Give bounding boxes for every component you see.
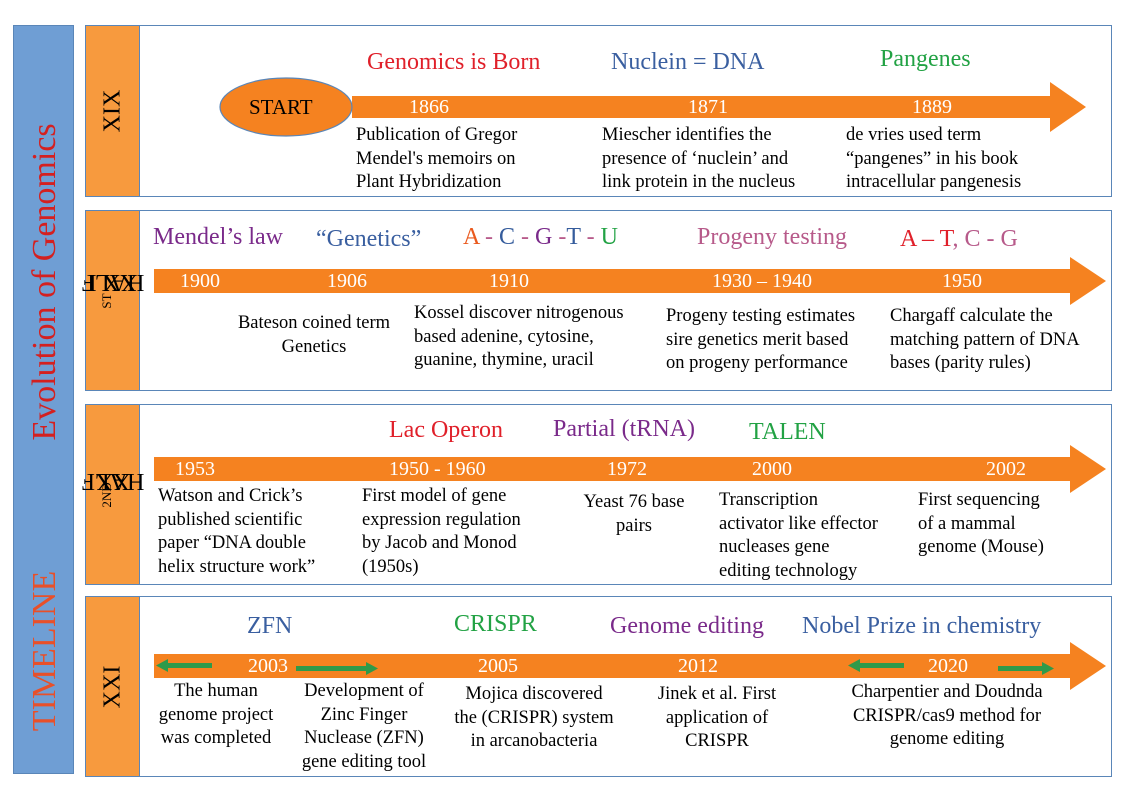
start-label: START bbox=[249, 95, 313, 119]
head-genome-editing: Genome editing bbox=[610, 613, 764, 639]
year-2003: 2003 bbox=[248, 655, 288, 677]
arrow-shape bbox=[154, 445, 1106, 493]
green-arrow-left-2020 bbox=[848, 659, 904, 672]
green-arrow-left-2003 bbox=[156, 659, 212, 672]
desc-jinek: Jinek et al. First application of CRISPR bbox=[657, 684, 777, 751]
row-label-xx-first-half: XX I ST HALF bbox=[82, 211, 144, 390]
year-1871: 1871 bbox=[688, 96, 728, 118]
year-1950: 1950 bbox=[942, 270, 982, 292]
head-nobel-prize: Nobel Prize in chemistry bbox=[802, 613, 1042, 639]
head-zfn: ZFN bbox=[247, 613, 293, 639]
year-2005: 2005 bbox=[478, 655, 518, 677]
row-xxi: XXI ZFN CRISPR Genome editing Nobel Priz… bbox=[85, 596, 1112, 777]
row-label-xix: XIX bbox=[86, 26, 140, 196]
head-lac-operon: Lac Operon bbox=[389, 417, 503, 443]
desc-zfn-tool: Development of Zinc Finger Nuclease (ZFN) g… bbox=[301, 681, 427, 772]
timeline-arrow-xx-second-half bbox=[154, 445, 1106, 493]
arrow-shape bbox=[352, 82, 1086, 132]
head-talen: TALEN bbox=[749, 419, 826, 445]
year-2012: 2012 bbox=[678, 655, 718, 677]
head-crispr: CRISPR bbox=[454, 611, 537, 637]
head-genetics: “Genetics” bbox=[316, 226, 422, 252]
year-1953: 1953 bbox=[175, 458, 215, 480]
sidebar: TIMELINE Evolution of Genomics bbox=[13, 25, 74, 774]
row-xx-second-half: XX 2ND HALF Lac Operon Partial (tRNA) TA… bbox=[82, 404, 1112, 585]
desc-mojica: Mojica discovered the (CRISPR) system in a… bbox=[454, 684, 614, 751]
evolution-title: Evolution of Genomics bbox=[26, 123, 63, 441]
row-xx-first-half: XX I ST HALF Mendel’s law “Genetics” A - … bbox=[82, 210, 1112, 391]
desc-yeast: Yeast 76 base pairs bbox=[583, 492, 685, 536]
year-1950-1960: 1950 - 1960 bbox=[389, 458, 486, 480]
timeline-arrow-xx-first-half bbox=[154, 257, 1106, 305]
year-1906: 1906 bbox=[327, 270, 367, 292]
desc-devries: de vries used term “pangenes” in his book… bbox=[846, 125, 1022, 192]
green-arrow-right-2020 bbox=[998, 662, 1054, 675]
head-mendels-law: Mendel’s law bbox=[153, 224, 283, 250]
desc-kossel: Kossel discover nitrogenous based adenine… bbox=[414, 303, 624, 370]
head-partial-trna: Partial (tRNA) bbox=[553, 416, 695, 442]
year-2020: 2020 bbox=[928, 655, 968, 677]
desc-progeny-testing: Progeny testing estimates sire genetics m… bbox=[666, 306, 856, 373]
green-arrow-right-2003 bbox=[296, 662, 378, 675]
year-1866: 1866 bbox=[409, 96, 449, 118]
desc-charpentier: Charpentier and Doudnda CRISPR/cas9 metho… bbox=[851, 682, 1043, 749]
year-2002: 2002 bbox=[986, 458, 1026, 480]
head-bases-acgtu: A - C - G -T - U bbox=[463, 224, 618, 250]
desc-mendel-memoirs: Publication of Gregor Mendel's memoirs on… bbox=[356, 125, 518, 192]
desc-chargaff: Chargaff calculate the matching pattern o… bbox=[890, 306, 1080, 373]
desc-human-genome: The human genome project was completed bbox=[158, 681, 274, 748]
head-progeny-testing: Progeny testing bbox=[697, 224, 847, 250]
start-ellipse bbox=[219, 77, 353, 137]
desc-watson-crick: Watson and Crick’s published scientific pa… bbox=[158, 486, 316, 577]
head-pangenes: Pangenes bbox=[880, 46, 971, 72]
timeline-arrow-xxi bbox=[154, 642, 1106, 690]
year-1972: 1972 bbox=[607, 458, 647, 480]
arrow-shape bbox=[154, 642, 1106, 690]
year-1930-1940: 1930 – 1940 bbox=[712, 270, 812, 292]
desc-mouse-genome: First sequencing of a mammal genome (Mouse… bbox=[918, 490, 1044, 557]
timeline-arrow-xix bbox=[219, 77, 1086, 137]
head-bases-atcg: A – T, C - G bbox=[900, 226, 1018, 252]
head-genomics-born: Genomics is Born bbox=[367, 49, 541, 75]
arrow-shape bbox=[154, 257, 1106, 305]
row-label-xx-second-half: XX 2ND HALF bbox=[82, 405, 144, 584]
year-1910: 1910 bbox=[489, 270, 529, 292]
desc-miescher: Miescher identifies the presence of ‘nucl… bbox=[602, 125, 796, 192]
desc-bateson: Bateson coined term Genetics bbox=[237, 313, 391, 357]
row-xix: XIX START Genomics is Born Nuclein = DNA… bbox=[85, 25, 1112, 197]
row-label-xxi: XXI bbox=[86, 597, 140, 776]
head-nuclein: Nuclein = DNA bbox=[611, 49, 765, 75]
timeline-title: TIMELINE bbox=[26, 570, 63, 732]
desc-jacob-monod: First model of gene expression regulation… bbox=[362, 486, 521, 577]
year-2000: 2000 bbox=[752, 458, 792, 480]
desc-talen: Transcription activator like effector nucl… bbox=[719, 490, 878, 581]
year-1900: 1900 bbox=[180, 270, 220, 292]
year-1889: 1889 bbox=[912, 96, 952, 118]
